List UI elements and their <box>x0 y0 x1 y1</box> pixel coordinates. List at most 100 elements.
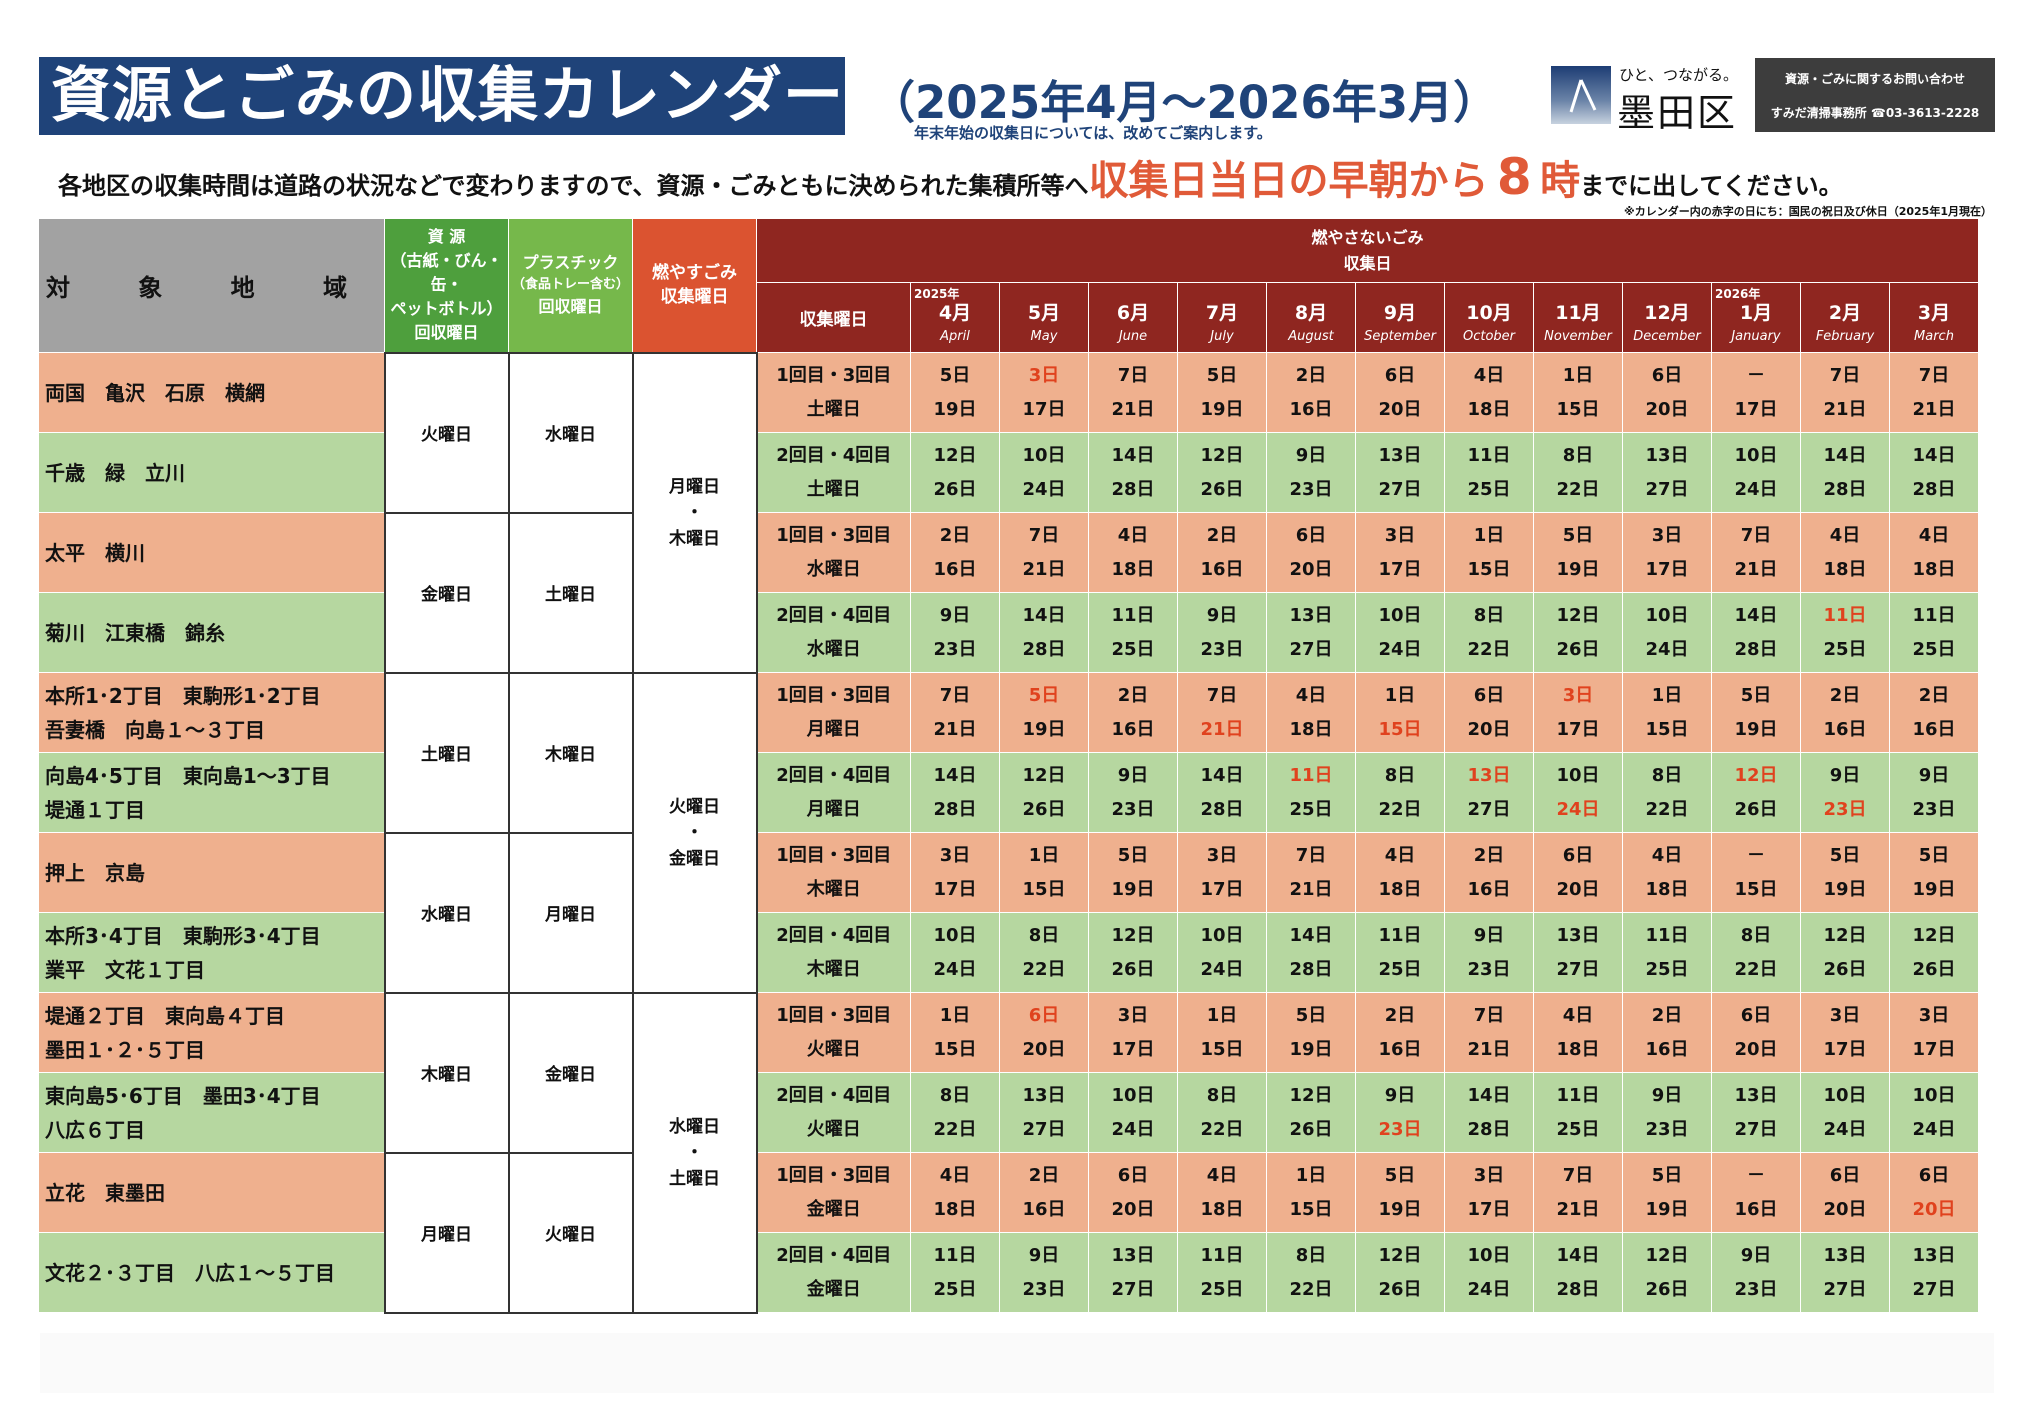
date-second: 20日 <box>1022 1038 1066 1060</box>
date-first: 13日 <box>1823 1244 1867 1266</box>
date-first: 3日 <box>1473 1164 1505 1186</box>
date-cell: 12日 26日 <box>1889 912 1979 993</box>
date-second: 24日 <box>1200 958 1244 980</box>
date-second: 17日 <box>1200 878 1244 900</box>
burnable-day-line: 土曜日 <box>669 1168 720 1189</box>
date-second: 28日 <box>1289 958 1333 980</box>
date-cell: 11日 25日 <box>1622 912 1712 993</box>
date-cell: 7日 21日 <box>1711 512 1801 593</box>
date-cell: 3日 17日 <box>1533 672 1623 753</box>
date-cell: － 16日 <box>1711 1152 1801 1233</box>
month-label: 9月 <box>1383 302 1417 324</box>
date-cell: 13日 27日 <box>1800 1232 1890 1313</box>
month-english: March <box>1914 329 1954 344</box>
date-first: 9日 <box>1473 924 1505 946</box>
date-first: 4日 <box>1651 844 1683 866</box>
week-ordinal: 2回目・4回目 <box>776 1084 892 1106</box>
area-cell: 向島4･5丁目 東向島1～3丁目 堤通１丁目 <box>38 752 385 833</box>
date-first: 14日 <box>1111 444 1155 466</box>
date-cell: 6日 20日 <box>1711 992 1801 1073</box>
date-cell: 10日 24日 <box>1177 912 1267 993</box>
month-english: May <box>1030 329 1058 344</box>
date-cell: 13日 27日 <box>1088 1232 1178 1313</box>
date-first: 6日 <box>1918 1164 1950 1186</box>
date-first: 10日 <box>1022 444 1066 466</box>
date-first: 6日 <box>1562 844 1594 866</box>
area-cell: 東向島5･6丁目 墨田3･4丁目 八広６丁目 <box>38 1072 385 1153</box>
date-first: 13日 <box>1378 444 1422 466</box>
date-first: 6日 <box>1117 1164 1149 1186</box>
month-header: 12月 December <box>1622 282 1712 353</box>
week-day: 木曜日 <box>806 958 861 980</box>
date-cell: 7日 21日 <box>999 512 1089 593</box>
date-cell: 3日 17日 <box>1355 512 1445 593</box>
date-first: 8日 <box>1562 444 1594 466</box>
date-second: 22日 <box>1556 478 1600 500</box>
date-first: 9日 <box>1918 764 1950 786</box>
date-cell: 14日 28日 <box>999 592 1089 673</box>
plastic-day-cell: 月曜日 <box>507 831 634 994</box>
date-cell: 10日 24日 <box>1444 1232 1534 1313</box>
date-first: 3日 <box>1384 524 1416 546</box>
date-second: 26日 <box>1645 1278 1689 1300</box>
date-cell: 6日 20日 <box>1088 1152 1178 1233</box>
date-first: 14日 <box>1022 604 1066 626</box>
date-first: 1日 <box>1295 1164 1327 1186</box>
date-cell: 9日 23日 <box>1266 432 1356 513</box>
date-second: 28日 <box>1022 638 1066 660</box>
date-first: 10日 <box>933 924 977 946</box>
date-first: 7日 <box>1918 364 1950 386</box>
date-cell: 4日 18日 <box>1355 832 1445 913</box>
header-resource-line: 資 源 <box>427 227 466 247</box>
date-cell: 7日 21日 <box>1177 672 1267 753</box>
date-first: 7日 <box>939 684 971 706</box>
date-first: 3日 <box>1028 364 1060 386</box>
area-cell: 両国 亀沢 石原 横網 <box>38 352 385 433</box>
date-first: 9日 <box>1117 764 1149 786</box>
week-day: 土曜日 <box>806 478 861 500</box>
date-cell: 3日 17日 <box>1444 1152 1534 1233</box>
logo-tagline: ひと、つながる。 <box>1619 66 1738 84</box>
date-cell: 12日 26日 <box>999 752 1089 833</box>
date-second: 19日 <box>1289 1038 1333 1060</box>
week-ordinal: 2回目・4回目 <box>776 604 892 626</box>
month-english: July <box>1210 329 1234 344</box>
plastic-day-cell: 金曜日 <box>507 991 634 1154</box>
header-plastic: プラスチック （食品トレー含む） 回収曜日 <box>508 218 633 353</box>
date-cell: 9日 23日 <box>910 592 1000 673</box>
date-first: 13日 <box>1645 444 1689 466</box>
date-second: 26日 <box>1556 638 1600 660</box>
date-second: 15日 <box>1200 1038 1244 1060</box>
date-second: 19日 <box>1378 1198 1422 1220</box>
date-cell: 8日 22日 <box>1177 1072 1267 1153</box>
month-english: June <box>1118 329 1148 344</box>
date-cell: 10日 24日 <box>1711 432 1801 513</box>
week-ordinal: 1回目・3回目 <box>776 1004 892 1026</box>
date-second: 26日 <box>1378 1278 1422 1300</box>
date-first: 13日 <box>1022 1084 1066 1106</box>
date-second: 19日 <box>1556 558 1600 580</box>
date-second: 26日 <box>1289 1118 1333 1140</box>
date-second: 23日 <box>1022 1278 1066 1300</box>
area-name: 堤通２丁目 東向島４丁目 <box>45 1003 285 1028</box>
month-english: October <box>1462 329 1516 344</box>
period-note: 年末年始の収集日については、改めてご案内します。 <box>914 124 1272 142</box>
date-second: 27日 <box>1378 478 1422 500</box>
date-second: 21日 <box>1556 1198 1600 1220</box>
plastic-day-cell: 水曜日 <box>507 351 634 514</box>
date-cell: 2日 16日 <box>1266 352 1356 433</box>
date-second: 22日 <box>1734 958 1778 980</box>
date-cell: 1日 15日 <box>1622 672 1712 753</box>
date-second: 22日 <box>1200 1118 1244 1140</box>
burnable-day-line: 水曜日 <box>669 1116 720 1137</box>
date-cell: 3日 17日 <box>910 832 1000 913</box>
date-second: 16日 <box>1289 398 1333 420</box>
header-resource: 資 源 （古紙・びん・缶・ ペットボトル） 回収曜日 <box>384 218 509 353</box>
date-first: 11日 <box>1556 1084 1600 1106</box>
date-second: 17日 <box>1734 398 1778 420</box>
date-second: 22日 <box>1289 1278 1333 1300</box>
date-first: 12日 <box>1111 924 1155 946</box>
date-first: 10日 <box>1467 1244 1511 1266</box>
month-header: 7月 July <box>1177 282 1267 353</box>
date-second: 20日 <box>1378 398 1422 420</box>
